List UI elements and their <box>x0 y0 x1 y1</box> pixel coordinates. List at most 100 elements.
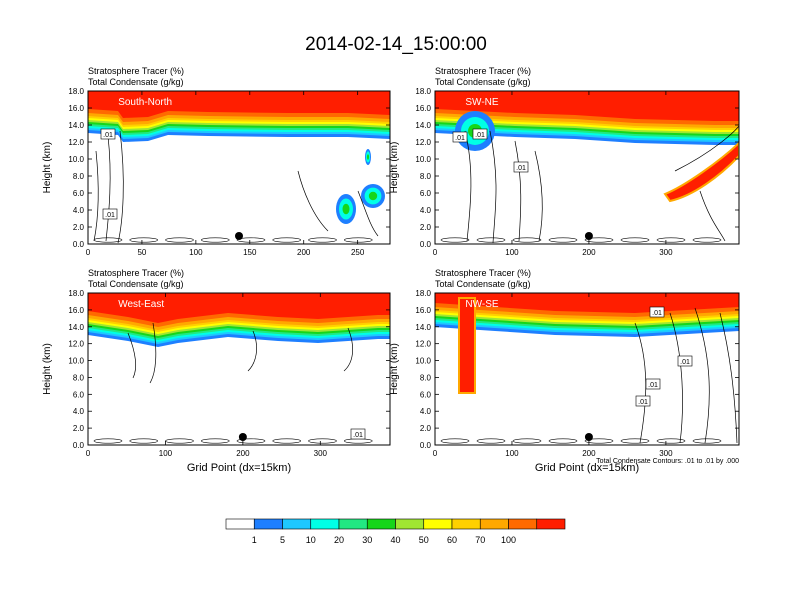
condensate-contour <box>343 438 373 444</box>
colorbar-swatch <box>253 518 283 530</box>
colorbar-swatch <box>508 518 538 530</box>
condensate-contour <box>165 438 194 444</box>
colorbar-label: 50 <box>419 535 429 545</box>
y-tick-label: 14.0 <box>68 323 84 332</box>
contour-label-box <box>452 131 468 143</box>
condensate-contour <box>297 170 329 232</box>
x-tick-label: 50 <box>137 248 146 257</box>
contour-label-box <box>102 208 118 220</box>
plot-area <box>88 293 390 444</box>
tracer-blob <box>368 191 378 201</box>
contour-label: .01 <box>353 432 363 439</box>
condensate-contour <box>127 332 137 379</box>
x-tick-label: 100 <box>505 449 519 458</box>
contour-label-box <box>645 378 661 390</box>
condensate-contour <box>129 438 159 444</box>
y-tick-label: 6.0 <box>420 189 432 198</box>
condensate-contour <box>512 438 542 444</box>
contour-label: .01 <box>638 399 648 406</box>
contour-label-box <box>513 161 529 173</box>
y-tick-label: 2.0 <box>73 424 85 433</box>
y-tick-label: 10.0 <box>68 357 84 366</box>
y-tick-label: 8.0 <box>73 373 85 382</box>
colorbar-label: 60 <box>447 535 457 545</box>
y-tick-label: 16.0 <box>415 104 431 113</box>
y-tick-label: 8.0 <box>420 373 432 382</box>
x-tick-label: 300 <box>314 449 328 458</box>
x-tick-label: 300 <box>659 449 673 458</box>
panel-title-line: Stratosphere Tracer (%) <box>435 268 531 278</box>
figure-title: 2014-02-14_15:00:00 <box>305 34 487 55</box>
x-tick-label: 100 <box>505 248 519 257</box>
colorbar-swatch <box>479 518 509 530</box>
x-tick-label: 0 <box>86 449 91 458</box>
contour-label: .01 <box>475 132 485 139</box>
y-tick-label: 18.0 <box>415 289 431 298</box>
colorbar-label: 70 <box>475 535 485 545</box>
condensate-contour <box>620 237 650 243</box>
condensate-contour <box>440 237 470 243</box>
y-tick-label: 16.0 <box>68 306 84 315</box>
y-tick-label: 16.0 <box>415 306 431 315</box>
condensate-contour <box>669 312 683 444</box>
condensate-contour <box>656 438 686 444</box>
tracer-band <box>88 293 390 323</box>
panel-title-line: Total Condensate (g/kg) <box>88 279 184 289</box>
y-tick-label: 2.0 <box>420 223 432 232</box>
contour-label-box <box>350 428 366 440</box>
y-tick-label: 6.0 <box>73 390 85 399</box>
condensate-contour <box>272 438 302 444</box>
y-tick-label: 2.0 <box>420 424 432 433</box>
condensate-contour <box>165 237 194 243</box>
contour-label: .01 <box>455 135 465 142</box>
condensate-contour <box>489 130 497 244</box>
plot-area <box>88 91 390 244</box>
panel-label: South-North <box>118 97 172 108</box>
contour-label-box <box>472 128 488 140</box>
y-tick-label: 18.0 <box>68 87 84 96</box>
panel-title-line: Stratosphere Tracer (%) <box>88 66 184 76</box>
condensate-contour <box>620 438 650 444</box>
condensate-contour <box>117 130 124 244</box>
colorbar-label: 1 <box>252 535 257 545</box>
x-tick-label: 200 <box>582 449 596 458</box>
colorbar-label: 20 <box>334 535 344 545</box>
y-tick-label: 2.0 <box>73 223 85 232</box>
y-tick-label: 12.0 <box>68 340 84 349</box>
condensate-contour <box>514 140 522 242</box>
condensate-contour <box>247 330 257 372</box>
contour-label-box <box>649 306 665 318</box>
x-tick-label: 200 <box>236 449 250 458</box>
condensate-contour <box>200 438 230 444</box>
colorbar-label: 40 <box>390 535 400 545</box>
contour-label: .01 <box>105 212 115 219</box>
y-tick-label: 18.0 <box>68 289 84 298</box>
colorbar-swatch <box>282 518 312 530</box>
condensate-contour <box>699 190 726 242</box>
y-axis-label: Height (km) <box>42 343 53 395</box>
x-tick-label: 250 <box>351 248 365 257</box>
y-tick-label: 12.0 <box>415 138 431 147</box>
panel-title-line: Stratosphere Tracer (%) <box>435 66 531 76</box>
condensate-contour <box>692 237 722 243</box>
y-axis-label: Height (km) <box>389 142 400 194</box>
x-tick-label: 200 <box>297 248 311 257</box>
x-axis-label: Grid Point (dx=15km) <box>535 462 639 474</box>
condensate-contour <box>584 438 614 444</box>
y-tick-label: 12.0 <box>68 138 84 147</box>
condensate-contour <box>584 237 614 243</box>
condensate-contour <box>692 438 722 444</box>
y-tick-label: 6.0 <box>420 390 432 399</box>
y-tick-label: 6.0 <box>73 189 85 198</box>
condensate-contour <box>308 438 337 444</box>
colorbar-swatch <box>366 518 396 530</box>
colorbar-label: 10 <box>306 535 316 545</box>
x-tick-label: 0 <box>433 449 438 458</box>
contour-label-box <box>677 355 693 367</box>
y-axis-label: Height (km) <box>389 343 400 395</box>
condensate-contour <box>129 237 159 243</box>
y-tick-label: 0.0 <box>73 240 85 249</box>
x-tick-label: 200 <box>582 248 596 257</box>
y-tick-label: 8.0 <box>420 172 432 181</box>
